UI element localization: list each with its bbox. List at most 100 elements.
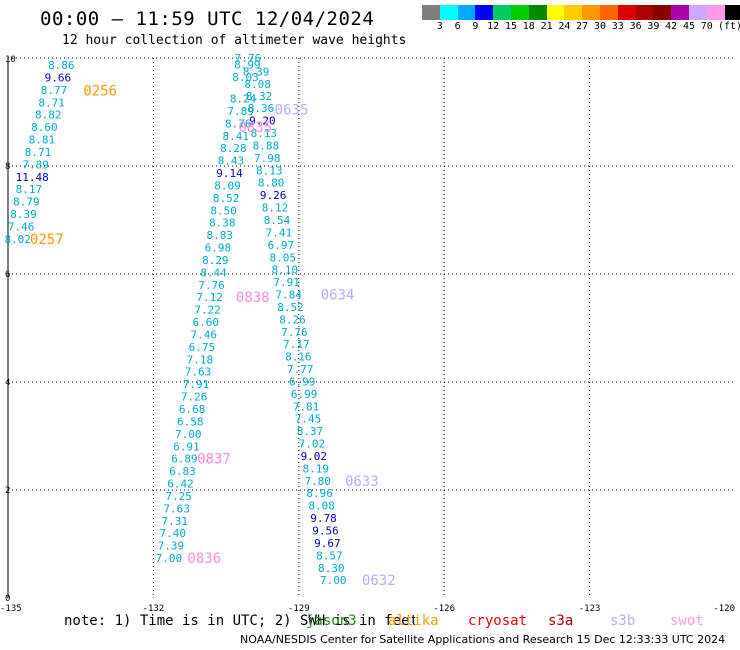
y-tick-label: 2 — [5, 486, 10, 496]
legend-satellite-swot: swot — [670, 613, 704, 629]
pass-time-label: 0635 — [275, 102, 309, 118]
color-swatch — [546, 5, 565, 20]
color-swatch — [671, 5, 689, 20]
color-swatch — [724, 5, 740, 20]
legend-satellite-s3b: s3b — [610, 613, 636, 629]
color-scale-label: 12 — [487, 21, 500, 32]
wave-height-value: 7.12 — [196, 291, 223, 304]
wave-height-value: 8.77 — [41, 84, 68, 97]
color-swatch — [688, 5, 707, 20]
wave-height-value: 7.22 — [194, 304, 221, 317]
color-scale-label: 21 — [540, 21, 553, 32]
wave-height-value: 8.50 — [210, 204, 237, 217]
wave-height-value: 8.54 — [264, 214, 291, 227]
wave-height-value: 8.16 — [285, 351, 312, 364]
wave-height-value: 7.45 — [295, 413, 322, 426]
x-tick-label: -129 — [288, 604, 310, 614]
wave-height-value: 7.89 — [227, 105, 254, 118]
wave-height-value: 8.96 — [306, 487, 333, 500]
wave-height-value: 7.25 — [165, 490, 192, 503]
wave-height-value: 6.97 — [268, 239, 295, 252]
color-scale-label: 27 — [576, 21, 589, 32]
color-swatch — [528, 5, 547, 20]
wave-height-value: 8.08 — [244, 78, 271, 91]
color-swatch — [653, 5, 672, 20]
wave-height-value: 9.14 — [216, 167, 243, 180]
wave-height-value: 8.41 — [223, 130, 250, 143]
legend-satellite-s3a: s3a — [548, 613, 574, 629]
x-tick-label: -123 — [579, 604, 601, 614]
wave-height-value: 7.77 — [287, 363, 314, 376]
wave-height-value: 9.67 — [314, 537, 341, 550]
wave-height-points: 8.869.668.778.718.828.608.818.717.8911.4… — [4, 52, 346, 587]
wave-height-value: 8.79 — [13, 196, 40, 209]
pass-time-label: 0633 — [345, 474, 379, 490]
wave-height-value: 8.76 — [225, 117, 252, 130]
wave-height-value: 6.99 — [291, 388, 318, 401]
y-tick-label: 0 — [5, 594, 10, 604]
x-tick-label: -135 — [0, 604, 22, 614]
wave-height-value: 7.39 — [158, 540, 185, 553]
wave-height-value: 8.02 — [4, 233, 31, 246]
wave-height-value: 8.09 — [214, 179, 241, 192]
color-scale-label: 33 — [611, 21, 624, 32]
wave-height-value: 9.26 — [260, 189, 287, 202]
page-title: 00:00 – 11:59 UTC 12/04/2024 — [40, 8, 375, 30]
wave-height-value: 7.46 — [8, 220, 35, 233]
wave-height-value: 8.12 — [262, 202, 289, 215]
y-tick-label: 4 — [5, 378, 10, 388]
wave-height-value: 7.18 — [187, 353, 214, 366]
wave-height-value: 6.98 — [205, 242, 232, 255]
wave-height-value: 7.76 — [281, 326, 308, 339]
pass-time-label: 0634 — [321, 288, 355, 304]
wave-height-value: 6.99 — [289, 375, 316, 388]
wave-height-value: 9.20 — [249, 115, 276, 128]
wave-height-value: 7.00 — [175, 428, 202, 441]
wave-height-value: 8.13 — [251, 127, 278, 140]
pass-time-label: 0835 — [238, 120, 272, 136]
wave-height-value: 8.36 — [248, 102, 275, 115]
color-scale-labels: 3 6 9 12 15 18 21 24 27 30 33 36 39 42 45 70 — [422, 21, 722, 35]
color-swatch — [564, 5, 583, 20]
wave-height-value: 6.68 — [179, 403, 206, 416]
wave-height-value: 8.08 — [308, 500, 335, 513]
wave-height-value: 8.24 — [230, 93, 257, 106]
color-scale-unit: (ft) — [718, 21, 740, 32]
wave-height-value: 7.63 — [163, 502, 190, 515]
wave-height-value: 8.17 — [16, 183, 43, 196]
page-subtitle: 12 hour collection of altimeter wave hei… — [62, 33, 407, 48]
wave-height-value: 8.13 — [256, 164, 283, 177]
wave-height-value: 6.60 — [192, 316, 219, 329]
wave-height-value: 7.76 — [198, 279, 225, 292]
wave-height-value: 8.37 — [297, 425, 324, 438]
wave-height-value: 11.48 — [16, 171, 49, 184]
legend-row: note: 1) Time is in UTC; 2) SWH is in fe… — [0, 610, 740, 632]
wave-height-value: 7.02 — [299, 438, 326, 451]
wave-height-value: 7.40 — [160, 527, 187, 540]
wave-height-value: 8.05 — [270, 251, 297, 264]
y-tick-label: 8 — [5, 162, 10, 172]
legend-satellite-altika: altika — [388, 613, 439, 629]
color-scale-label: 36 — [629, 21, 642, 32]
wave-height-value: 9.02 — [301, 450, 328, 463]
color-swatch — [582, 5, 600, 20]
wave-height-value: 8.29 — [202, 254, 229, 267]
wave-height-value: 8.80 — [258, 177, 285, 190]
wave-height-value: 7.00 — [320, 574, 347, 587]
x-tick-label: -126 — [433, 604, 455, 614]
wave-height-value: 7.84 — [275, 289, 302, 302]
wave-height-value: 8.71 — [38, 96, 65, 109]
color-swatch — [475, 5, 494, 20]
pass-time-label: 0256 — [83, 83, 117, 99]
wave-height-value: 7.00 — [156, 552, 183, 565]
wave-height-value: 7.91 — [273, 276, 300, 289]
legend-note: note: 1) Time is in UTC; 2) SWH is in fe… — [64, 613, 419, 629]
wave-height-value: 8.43 — [218, 155, 245, 168]
color-swatch — [635, 5, 654, 20]
color-scale-label: 70 — [700, 21, 713, 32]
wave-height-value: 8.28 — [220, 142, 247, 155]
color-scale-label: 42 — [665, 21, 678, 32]
wave-height-value: 6.83 — [169, 465, 196, 478]
wave-height-value: 8.52 — [213, 192, 240, 205]
